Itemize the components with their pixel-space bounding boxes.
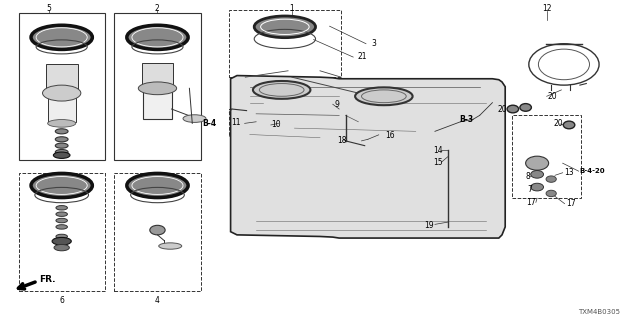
- Ellipse shape: [55, 149, 68, 155]
- Ellipse shape: [531, 183, 543, 191]
- Ellipse shape: [54, 244, 69, 251]
- Ellipse shape: [254, 16, 316, 38]
- Ellipse shape: [47, 120, 76, 127]
- Ellipse shape: [42, 85, 81, 101]
- Text: 3: 3: [371, 39, 376, 48]
- Text: 21: 21: [357, 52, 367, 60]
- Text: 17: 17: [526, 197, 536, 206]
- Text: 5: 5: [47, 4, 52, 13]
- Ellipse shape: [138, 82, 177, 95]
- Text: 20: 20: [497, 105, 507, 114]
- Ellipse shape: [520, 104, 531, 111]
- Ellipse shape: [31, 173, 92, 197]
- Ellipse shape: [56, 225, 67, 229]
- Ellipse shape: [546, 176, 556, 182]
- Ellipse shape: [56, 212, 67, 216]
- Ellipse shape: [507, 105, 518, 113]
- Ellipse shape: [563, 121, 575, 129]
- Text: 13: 13: [564, 168, 573, 177]
- Text: 15: 15: [434, 158, 444, 167]
- Text: 7: 7: [527, 185, 532, 194]
- Text: 20: 20: [548, 92, 557, 101]
- Polygon shape: [230, 76, 505, 238]
- Ellipse shape: [531, 171, 543, 178]
- Text: 18: 18: [337, 136, 347, 145]
- Ellipse shape: [150, 225, 165, 235]
- Bar: [229, 10, 341, 77]
- Text: 12: 12: [542, 4, 552, 13]
- Text: 1: 1: [289, 4, 294, 13]
- Text: TXM4B0305: TXM4B0305: [578, 309, 620, 315]
- Text: 4: 4: [155, 296, 159, 305]
- Ellipse shape: [253, 81, 310, 99]
- Ellipse shape: [56, 234, 67, 239]
- Text: 11: 11: [231, 118, 241, 127]
- Ellipse shape: [355, 87, 413, 105]
- Bar: [229, 109, 284, 136]
- Text: 2: 2: [155, 4, 159, 13]
- Text: 19: 19: [424, 221, 434, 230]
- Text: 9: 9: [334, 100, 339, 109]
- Text: 20: 20: [553, 119, 563, 129]
- Ellipse shape: [183, 115, 206, 123]
- Ellipse shape: [127, 173, 188, 197]
- Ellipse shape: [56, 205, 67, 210]
- Ellipse shape: [53, 152, 70, 158]
- Text: FR.: FR.: [39, 275, 56, 284]
- Bar: [141, 63, 173, 87]
- Bar: [19, 13, 105, 160]
- Ellipse shape: [56, 218, 67, 223]
- Bar: [143, 87, 172, 119]
- Ellipse shape: [525, 156, 548, 170]
- Bar: [45, 64, 77, 90]
- Text: B-3: B-3: [459, 115, 473, 124]
- Text: 14: 14: [434, 146, 444, 155]
- Text: B-4-20: B-4-20: [579, 168, 605, 174]
- Ellipse shape: [55, 137, 68, 142]
- Text: 10: 10: [271, 120, 280, 129]
- Ellipse shape: [127, 25, 188, 50]
- Ellipse shape: [31, 25, 92, 50]
- Text: B-4: B-4: [202, 119, 216, 129]
- Text: 8: 8: [526, 172, 531, 181]
- Ellipse shape: [52, 237, 71, 245]
- Text: 17: 17: [566, 199, 576, 208]
- Ellipse shape: [159, 243, 182, 249]
- Ellipse shape: [55, 143, 68, 148]
- Bar: [115, 13, 200, 160]
- Bar: [19, 173, 105, 291]
- Ellipse shape: [55, 129, 68, 134]
- Bar: [511, 116, 580, 198]
- Bar: [115, 173, 200, 291]
- Text: 6: 6: [60, 296, 65, 305]
- Text: 16: 16: [385, 131, 395, 140]
- Bar: [47, 93, 76, 122]
- Ellipse shape: [546, 190, 556, 197]
